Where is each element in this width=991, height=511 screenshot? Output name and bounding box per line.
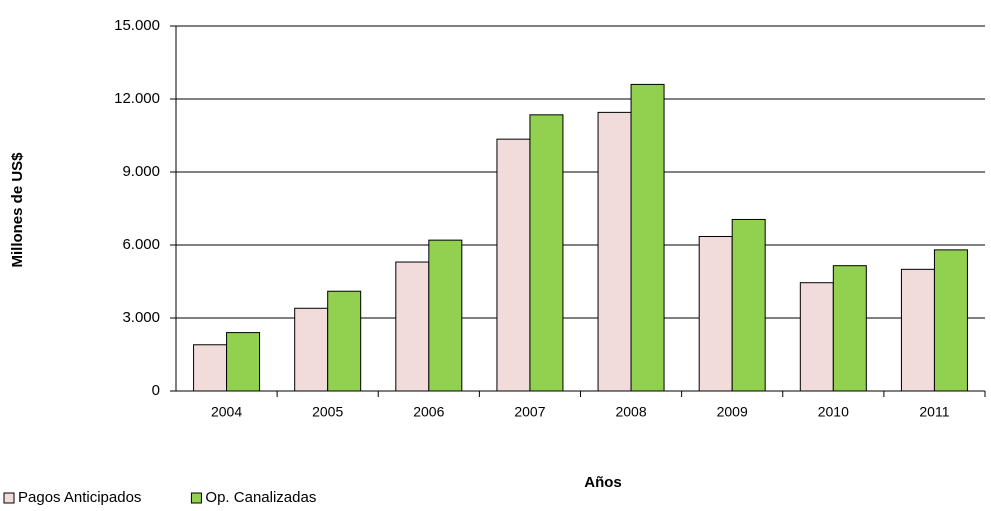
bar	[428, 239, 463, 392]
bar	[832, 265, 867, 392]
x-tick-label: 2008	[615, 404, 646, 420]
bar	[327, 290, 362, 392]
bar	[226, 332, 261, 392]
bar	[294, 307, 329, 392]
bar	[529, 114, 564, 392]
legend-label: Op. Canalizadas	[205, 489, 316, 506]
bar	[900, 268, 935, 392]
bar	[630, 83, 665, 392]
bar	[496, 138, 531, 392]
y-axis-title: Millones de US$	[9, 152, 26, 268]
y-tick-label: 3.000	[122, 309, 160, 326]
x-tick-label: 2006	[413, 404, 444, 420]
bar	[395, 261, 430, 392]
bar	[597, 111, 632, 392]
y-tick-label: 9.000	[122, 163, 160, 180]
bar	[731, 218, 766, 392]
x-tick-label: 2005	[312, 404, 343, 420]
x-tick-label: 2007	[514, 404, 545, 420]
legend-swatch	[3, 492, 15, 504]
y-tick-label: 12.000	[114, 90, 160, 107]
x-tick-label: 2009	[717, 404, 748, 420]
bar	[193, 344, 228, 392]
bar	[698, 235, 733, 392]
y-tick-label: 6.000	[122, 236, 160, 253]
bar	[933, 249, 968, 392]
bar	[799, 282, 834, 392]
legend-swatch	[190, 492, 202, 504]
x-tick-label: 2011	[919, 404, 949, 420]
x-tick-label: 2004	[211, 404, 242, 420]
y-tick-label: 15.000	[114, 17, 160, 34]
x-tick-label: 2010	[818, 404, 849, 420]
legend-label: Pagos Anticipados	[18, 489, 141, 506]
x-axis-title: Años	[584, 474, 622, 491]
y-tick-label: 0	[152, 382, 160, 399]
